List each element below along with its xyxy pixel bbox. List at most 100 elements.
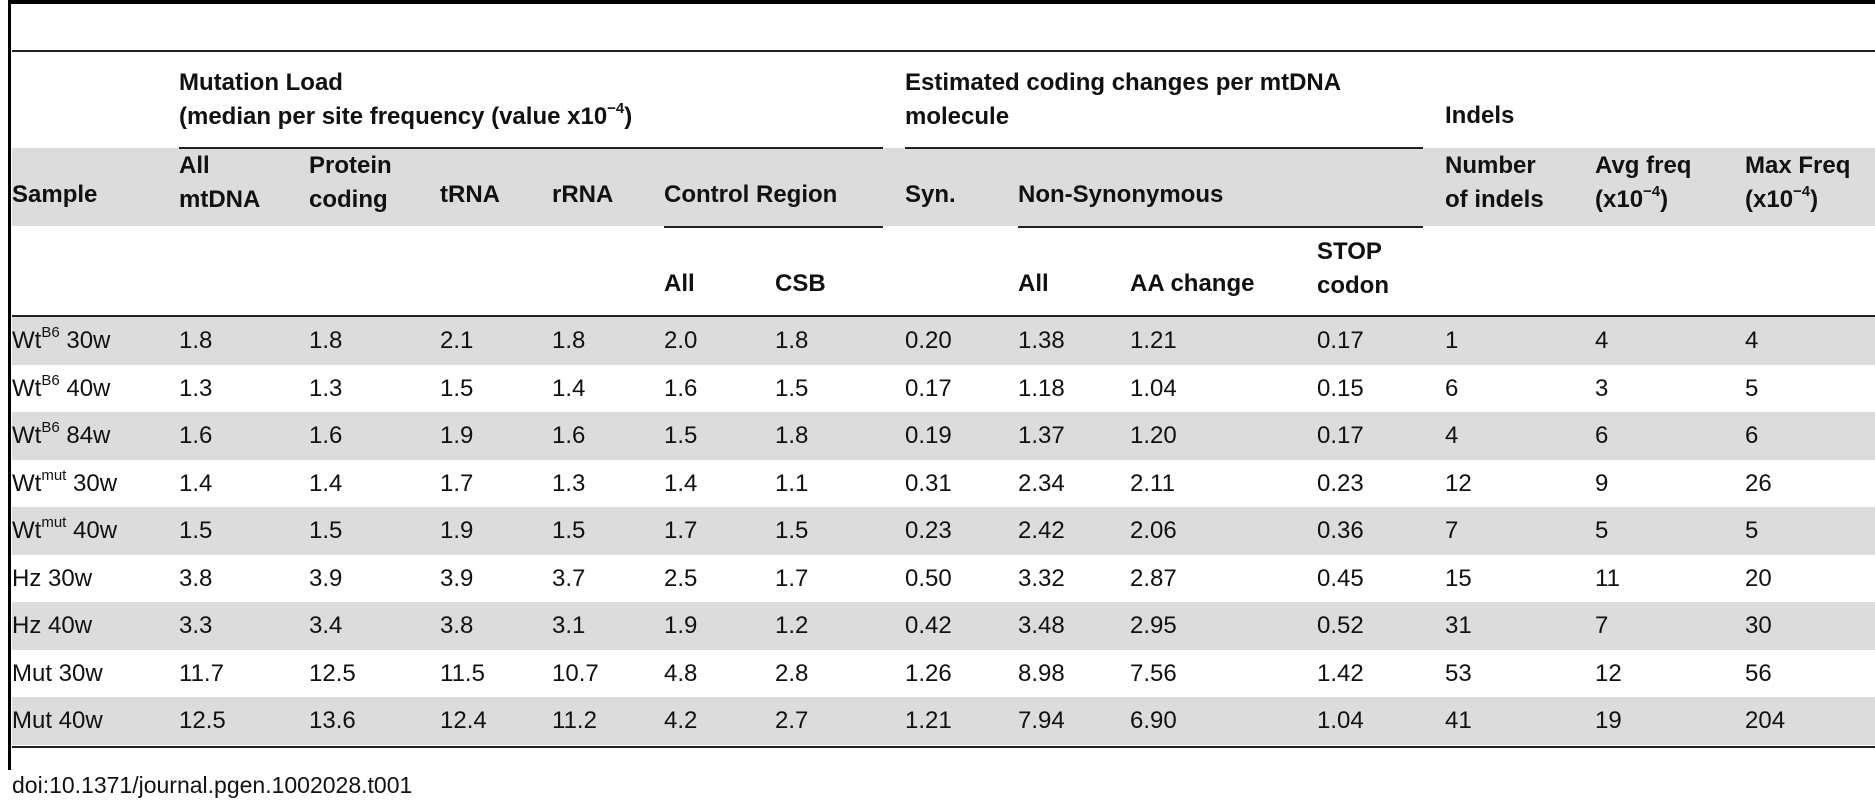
- coding-changes-header: Estimated coding changes per mtDNA molec…: [905, 69, 1342, 130]
- non-synonymous-underline: [1018, 226, 1423, 228]
- table-cell: 4: [1745, 327, 1759, 354]
- table-cell: 0.23: [1317, 469, 1364, 497]
- table-cell: 0.17: [1317, 422, 1364, 449]
- table-cell: 7: [1445, 517, 1459, 544]
- table-cell: 0.52: [1317, 612, 1364, 639]
- table-cell: 9: [1595, 469, 1609, 497]
- table-cell: 2.95: [1130, 612, 1177, 639]
- table-cell: 1.3: [552, 469, 586, 497]
- control-region-header: Control Region: [664, 181, 838, 208]
- rrna-header: rRNA: [552, 181, 614, 208]
- table-cell: 56: [1745, 659, 1772, 687]
- table-cell: 4: [1445, 422, 1459, 449]
- avg-freq-header: Avg freq (x10−4): [1595, 152, 1692, 213]
- table-cell: 1.21: [1130, 327, 1177, 354]
- table-cell: 1.7: [664, 517, 698, 544]
- sample-cell: Wtmut 40w: [12, 514, 118, 544]
- table-cell: 1.6: [552, 422, 586, 449]
- table-cell: 1.9: [440, 517, 474, 544]
- sample-cell: Hz 30w: [12, 564, 93, 592]
- table-cell: 3.4: [309, 612, 343, 639]
- row-shading: [12, 412, 1875, 460]
- table-cell: 10.7: [552, 659, 599, 687]
- table-cell: 4.2: [664, 707, 698, 734]
- table-cell: 6: [1745, 422, 1759, 449]
- all-mtdna-header: All mtDNA: [179, 152, 261, 213]
- max-freq-header: Max Freq (x10−4): [1745, 152, 1851, 213]
- cr-csb-header: CSB: [775, 270, 826, 297]
- table-cell: 1.38: [1018, 327, 1065, 354]
- table-cell: 3.48: [1018, 612, 1065, 639]
- table-cell: 1.5: [552, 517, 586, 544]
- header-band: [12, 148, 1875, 226]
- table-cell: 1.20: [1130, 422, 1177, 449]
- row-shading: [12, 602, 1875, 650]
- table-cell: 3.3: [179, 612, 213, 639]
- table-cell: 8.98: [1018, 659, 1065, 687]
- table-cell: 1.5: [309, 517, 343, 544]
- table-cell: 2.1: [440, 327, 474, 354]
- table-cell: 1.6: [664, 374, 698, 402]
- table-cell: 1.9: [440, 422, 474, 449]
- table-cell: 1.5: [775, 517, 809, 544]
- table-cell: 1.37: [1018, 422, 1065, 449]
- mutation-load-underline: [179, 147, 883, 149]
- table-cell: 5: [1745, 374, 1759, 402]
- sample-cell: Mut 30w: [12, 659, 103, 687]
- table-cell: 11.2: [552, 707, 597, 734]
- table-cell: 2.42: [1018, 517, 1065, 544]
- table-cell: 12.5: [179, 707, 226, 734]
- table-cell: 1.3: [309, 374, 343, 402]
- left-rule: [8, 0, 11, 770]
- table-cell: 3: [1595, 374, 1609, 402]
- table-cell: 1.8: [179, 327, 213, 354]
- table-cell: 1.8: [775, 422, 809, 449]
- table-cell: 31: [1445, 612, 1472, 639]
- table-cell: 6: [1595, 422, 1609, 449]
- table-cell: 7: [1595, 612, 1609, 639]
- table-cell: 3.1: [552, 612, 586, 639]
- table-cell: 0.42: [905, 612, 952, 639]
- row-shading: [12, 317, 1875, 365]
- syn-header: Syn.: [905, 181, 956, 208]
- coding-changes-underline: [905, 147, 1423, 149]
- table-cell: 1.26: [905, 659, 952, 687]
- table-cell: 1.4: [552, 374, 586, 402]
- indels-header: Indels: [1445, 102, 1515, 129]
- table-cell: 204: [1745, 707, 1786, 734]
- mutation-load-header: Mutation Load (median per site frequency…: [179, 69, 633, 130]
- table-cell: 12: [1595, 659, 1622, 687]
- table-cell: 6.90: [1130, 707, 1177, 734]
- table-cell: 6: [1445, 374, 1459, 402]
- table-cell: 11: [1595, 564, 1620, 592]
- table-cell: 0.20: [905, 327, 952, 354]
- table-cell: 26: [1745, 469, 1772, 497]
- table-cell: 1.4: [309, 469, 343, 497]
- table-cell: 3.7: [552, 564, 586, 592]
- control-region-underline: [664, 226, 883, 228]
- table-cell: 4.8: [664, 659, 698, 687]
- table-cell: 2.11: [1130, 469, 1175, 497]
- table-cell: 41: [1445, 707, 1472, 734]
- header-top-rule: [12, 50, 1875, 52]
- sample-cell: WtB6 84w: [12, 419, 111, 449]
- table-cell: 2.34: [1018, 469, 1065, 497]
- table-cell: 0.50: [905, 564, 952, 592]
- ns-aa-change-header: AA change: [1130, 270, 1255, 297]
- table-cell: 5: [1745, 517, 1759, 544]
- table-cell: 1.04: [1317, 707, 1364, 734]
- table-cell: 0.45: [1317, 564, 1364, 592]
- table-cell: 1.3: [179, 374, 213, 402]
- table-cell: 30: [1745, 612, 1772, 639]
- table-cell: 15: [1445, 564, 1472, 592]
- sample-cell: WtB6 30w: [12, 324, 111, 354]
- table-cell: 5: [1595, 517, 1609, 544]
- table-cell: 20: [1745, 564, 1772, 592]
- header-bottom-rule: [12, 315, 1875, 317]
- table-cell: 1.8: [552, 327, 586, 354]
- table-cell: 12.5: [309, 659, 356, 687]
- table-cell: 13.6: [309, 707, 356, 734]
- table-cell: 0.19: [905, 422, 952, 449]
- table-cell: 1.5: [664, 422, 698, 449]
